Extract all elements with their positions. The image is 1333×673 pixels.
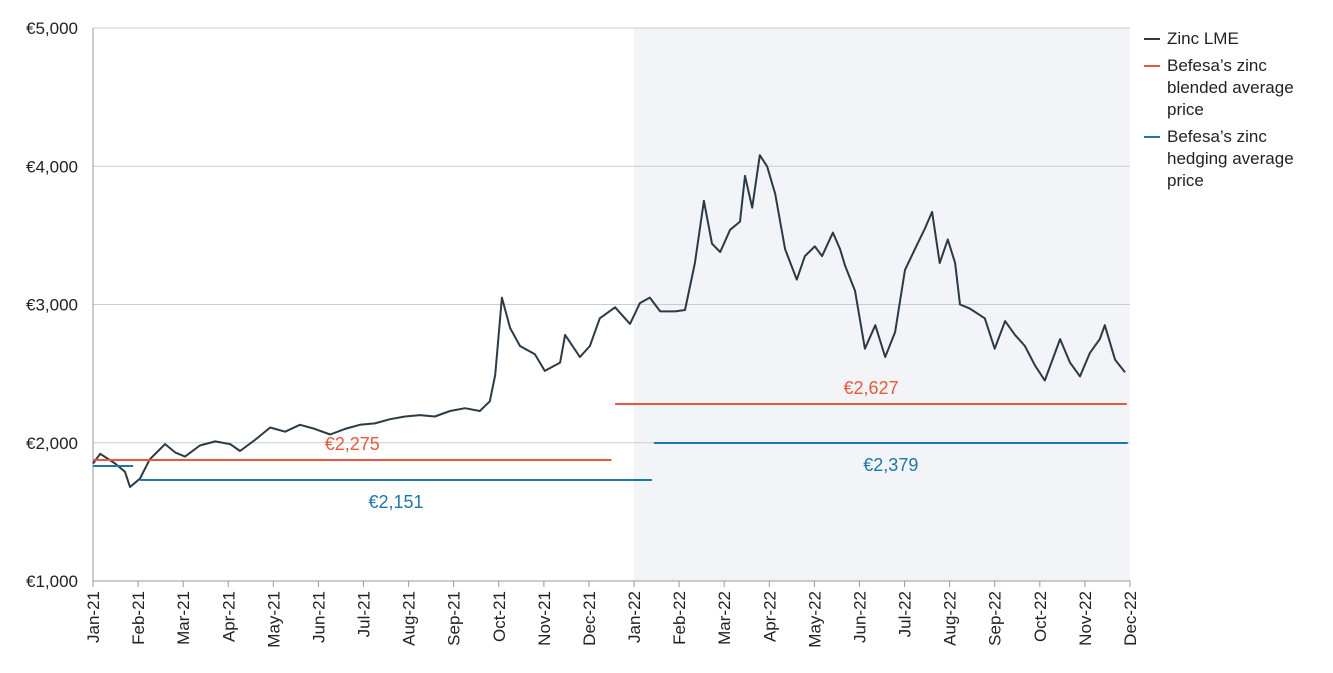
legend-item: Befesa’s zinc blended average price — [1144, 55, 1329, 121]
x-tick-label: Oct-22 — [1031, 591, 1050, 642]
x-tick-label: Jun-22 — [850, 591, 869, 643]
x-tick-label: Aug-21 — [400, 591, 419, 646]
average-label: €2,379 — [863, 455, 918, 475]
x-tick-label: Mar-21 — [174, 591, 193, 645]
legend-item: Zinc LME — [1144, 28, 1329, 50]
legend-label: Befesa’s zinc hedging average price — [1167, 127, 1294, 190]
legend-label: Befesa’s zinc blended average price — [1167, 56, 1294, 119]
x-tick-label: Oct-21 — [490, 591, 509, 642]
x-tick-label: May-21 — [264, 591, 283, 648]
x-tick-label: Apr-22 — [760, 591, 779, 642]
x-tick-label: Sep-22 — [986, 591, 1005, 646]
y-tick-label: €3,000 — [26, 296, 78, 315]
y-tick-label: €4,000 — [26, 157, 78, 176]
average-label: €2,151 — [368, 492, 423, 512]
x-tick-label: Dec-22 — [1121, 591, 1140, 646]
price-line — [92, 154, 1126, 488]
y-tick-label: €2,000 — [26, 434, 78, 453]
x-tick-label: May-22 — [805, 591, 824, 648]
average-label: €2,275 — [325, 434, 380, 454]
x-tick-label: Jan-21 — [84, 591, 103, 643]
x-tick-label: Nov-22 — [1076, 591, 1095, 646]
x-tick-label: Apr-21 — [219, 591, 238, 642]
legend-swatch — [1144, 38, 1160, 40]
legend-swatch — [1144, 65, 1160, 67]
legend-swatch — [1144, 136, 1160, 138]
legend-item: Befesa’s zinc hedging average price — [1144, 126, 1329, 192]
x-tick-label: Sep-21 — [445, 591, 464, 646]
x-tick-label: Jan-22 — [625, 591, 644, 643]
x-tick-label: Feb-22 — [670, 591, 689, 645]
y-tick-label: €1,000 — [26, 572, 78, 591]
x-tick-label: Aug-22 — [941, 591, 960, 646]
legend: Zinc LME Befesa’s zinc blended average pr… — [1144, 28, 1329, 197]
legend-label: Zinc LME — [1167, 29, 1239, 48]
y-tick-label: €5,000 — [26, 19, 78, 38]
x-tick-label: Feb-21 — [129, 591, 148, 645]
x-tick-label: Jul-21 — [355, 591, 374, 637]
x-tick-label: Jun-21 — [309, 591, 328, 643]
x-tick-label: Jul-22 — [896, 591, 915, 637]
x-tick-label: Dec-21 — [580, 591, 599, 646]
x-tick-label: Mar-22 — [715, 591, 734, 645]
x-tick-label: Nov-21 — [535, 591, 554, 646]
average-label: €2,627 — [843, 378, 898, 398]
